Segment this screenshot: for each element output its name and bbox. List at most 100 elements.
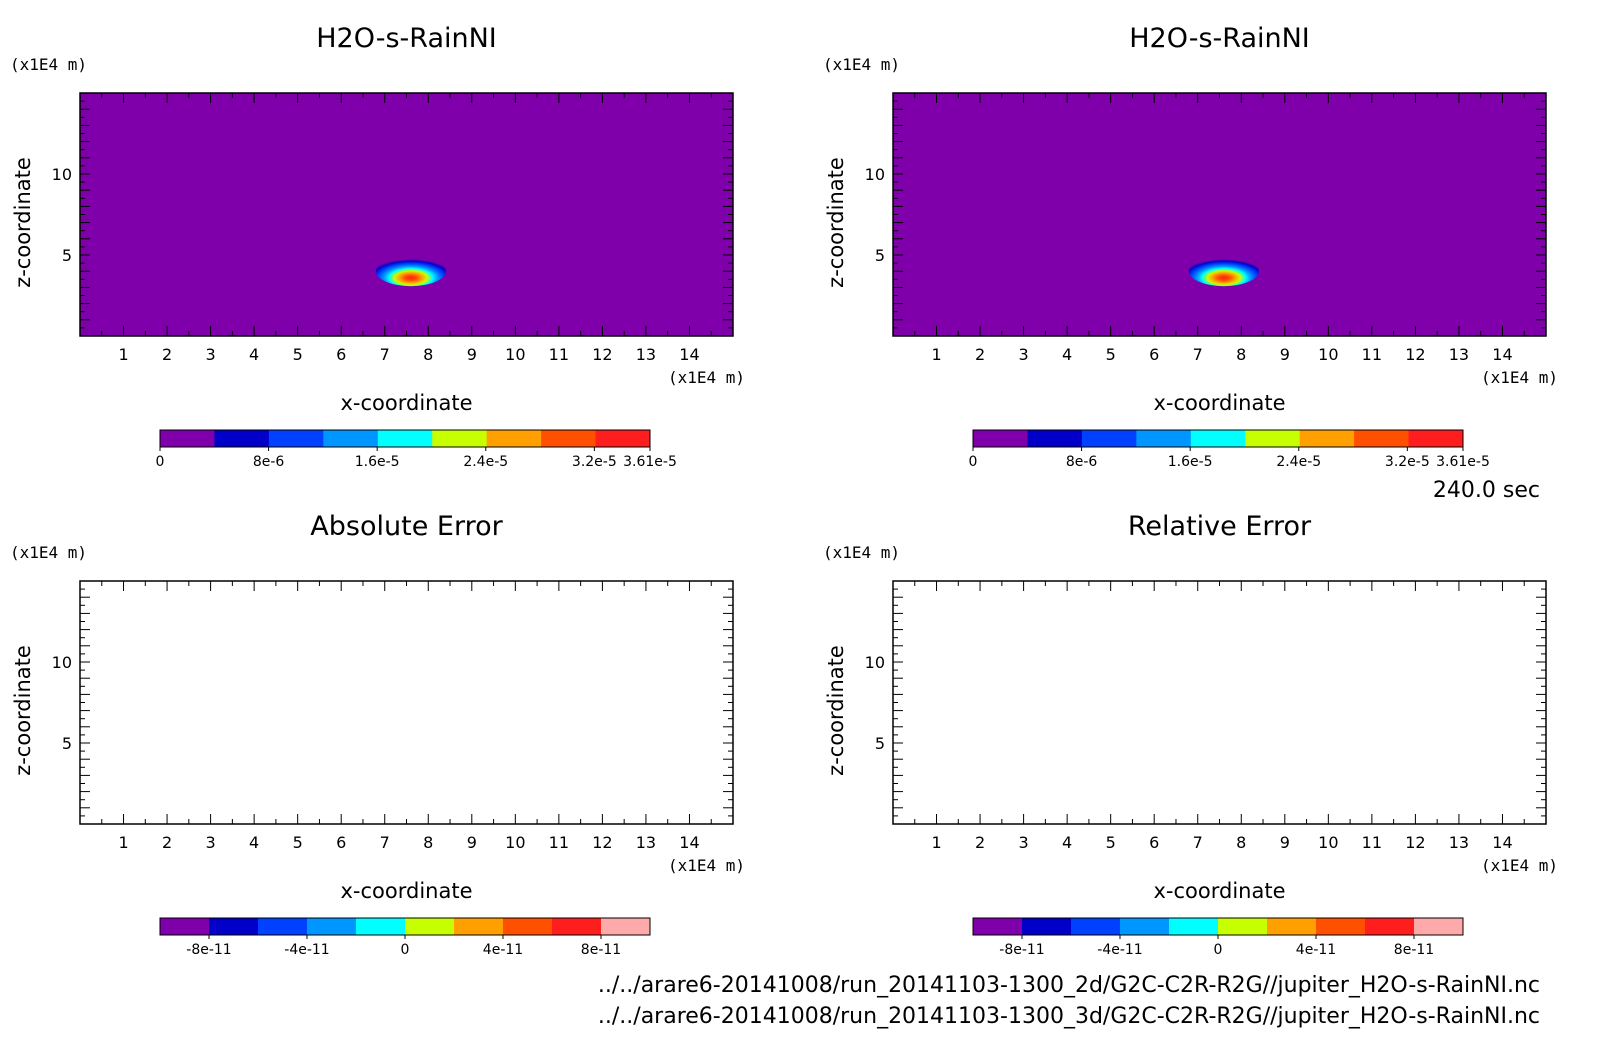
x-tick-label: 1 bbox=[118, 345, 128, 364]
x-tick-label: 8 bbox=[1236, 833, 1246, 852]
colorbar-tick-label: 0 bbox=[1214, 942, 1223, 958]
x-tick-label: 6 bbox=[1149, 345, 1159, 364]
y-tick-label: 10 bbox=[52, 165, 72, 184]
colorbar-segment bbox=[1027, 430, 1083, 447]
colorbar-segment bbox=[209, 918, 259, 935]
colorbar: -8e-11 -4e-11 0 4e-11 8e-11 bbox=[159, 917, 651, 958]
chart-title: Relative Error bbox=[1128, 511, 1312, 542]
x-tick-label: 12 bbox=[1405, 345, 1425, 364]
colorbar-segment bbox=[1414, 918, 1464, 935]
x-tick-label: 5 bbox=[1106, 345, 1116, 364]
colorbar-segment bbox=[601, 918, 651, 935]
x-tick-label: 14 bbox=[679, 833, 699, 852]
colorbar-tick-label: -8e-11 bbox=[186, 942, 231, 958]
x-tick-label: 7 bbox=[1193, 833, 1203, 852]
x-tick-label: 10 bbox=[505, 833, 525, 852]
plot-area bbox=[893, 93, 1546, 336]
chart-panel-3: Absolute Error(x1E4 m)1 2 3 4 5 6 7 8 9 10 11 12 13 1… bbox=[10, 511, 745, 958]
colorbar-tick-label: 8e-6 bbox=[253, 454, 285, 470]
colorbar-tick-label: 4e-11 bbox=[1296, 942, 1336, 958]
data-blob bbox=[375, 256, 446, 287]
colorbar-segment bbox=[1299, 430, 1355, 447]
x-tick-label: 9 bbox=[467, 345, 477, 364]
x-tick-label: 1 bbox=[931, 833, 941, 852]
x-axis-label: x-coordinate bbox=[1153, 879, 1285, 903]
y-axis-unit: (x1E4 m) bbox=[823, 55, 900, 74]
x-axis-unit: (x1E4 m) bbox=[1481, 856, 1558, 875]
x-tick-label: 7 bbox=[380, 833, 390, 852]
colorbar-segment bbox=[268, 430, 324, 447]
colorbar-segment bbox=[1245, 430, 1301, 447]
colorbar-segment bbox=[1169, 918, 1219, 935]
colorbar-segment bbox=[356, 918, 406, 935]
colorbar-segment bbox=[405, 918, 455, 935]
data-blob bbox=[1188, 256, 1259, 287]
x-tick-label: 2 bbox=[975, 833, 985, 852]
colorbar-tick-label: -8e-11 bbox=[999, 942, 1044, 958]
colorbar-tick-label: 3.61e-5 bbox=[623, 454, 677, 470]
colorbar-segment bbox=[595, 430, 651, 447]
x-tick-label: 10 bbox=[505, 345, 525, 364]
colorbar-segment bbox=[1267, 918, 1317, 935]
colorbar-segment bbox=[1120, 918, 1170, 935]
x-tick-label: 12 bbox=[1405, 833, 1425, 852]
x-tick-label: 11 bbox=[549, 345, 569, 364]
x-tick-label: 2 bbox=[162, 833, 172, 852]
colorbar-segment bbox=[1071, 918, 1121, 935]
colorbar-segment bbox=[454, 918, 504, 935]
x-axis-unit: (x1E4 m) bbox=[668, 368, 745, 387]
y-tick-label: 10 bbox=[865, 653, 885, 672]
x-tick-label: 5 bbox=[293, 345, 303, 364]
x-axis-label: x-coordinate bbox=[1153, 391, 1285, 415]
x-tick-label: 13 bbox=[1449, 833, 1469, 852]
x-tick-label: 6 bbox=[336, 345, 346, 364]
colorbar-tick-label: 3.2e-5 bbox=[1385, 454, 1430, 470]
x-tick-label: 1 bbox=[118, 833, 128, 852]
y-tick-label: 5 bbox=[62, 246, 72, 265]
footer-file-path-3d: ../../arare6-20141008/run_20141103-1300_… bbox=[598, 1004, 1540, 1029]
x-tick-label: 12 bbox=[592, 345, 612, 364]
colorbar-segment bbox=[160, 430, 215, 447]
chart-panel-2: H2O-s-RainNI(x1E4 m)1 2 3 4 5 6 7 8 9 10 11 12 13 145… bbox=[823, 23, 1558, 470]
colorbar-segment bbox=[1190, 430, 1246, 447]
colorbar-segment bbox=[541, 430, 597, 447]
y-tick-label: 10 bbox=[52, 653, 72, 672]
x-tick-label: 4 bbox=[249, 833, 259, 852]
x-axis-label: x-coordinate bbox=[340, 879, 472, 903]
x-tick-label: 2 bbox=[162, 345, 172, 364]
colorbar-tick-label: 2.4e-5 bbox=[463, 454, 508, 470]
colorbar-segment bbox=[1316, 918, 1366, 935]
x-tick-label: 13 bbox=[1449, 345, 1469, 364]
colorbar-segment bbox=[214, 430, 270, 447]
x-tick-label: 3 bbox=[206, 833, 216, 852]
colorbar-tick-label: 2.4e-5 bbox=[1276, 454, 1321, 470]
colorbar-segment bbox=[432, 430, 488, 447]
footer-file-path-2d: ../../arare6-20141008/run_20141103-1300_… bbox=[598, 973, 1540, 998]
x-tick-label: 8 bbox=[1236, 345, 1246, 364]
y-axis-unit: (x1E4 m) bbox=[10, 55, 87, 74]
x-tick-label: 3 bbox=[206, 345, 216, 364]
colorbar-segment bbox=[973, 430, 1028, 447]
colorbar-segment bbox=[258, 918, 308, 935]
x-tick-label: 5 bbox=[1106, 833, 1116, 852]
plot-area bbox=[80, 581, 733, 824]
x-tick-label: 11 bbox=[1362, 833, 1382, 852]
x-tick-label: 10 bbox=[1318, 833, 1338, 852]
chart-panel-4: Relative Error(x1E4 m)1 2 3 4 5 6 7 8 9 10 11 12 13 1… bbox=[823, 511, 1558, 958]
colorbar-segment bbox=[323, 430, 379, 447]
x-tick-label: 9 bbox=[467, 833, 477, 852]
colorbar-segment bbox=[1408, 430, 1464, 447]
colorbar-segment bbox=[973, 918, 1023, 935]
colorbar-tick-label: -4e-11 bbox=[1097, 942, 1142, 958]
x-tick-label: 14 bbox=[1492, 345, 1512, 364]
colorbar-segment bbox=[552, 918, 602, 935]
x-tick-label: 8 bbox=[423, 345, 433, 364]
colorbar-segment bbox=[377, 430, 433, 447]
colorbar-segment bbox=[1365, 918, 1415, 935]
colorbar-segment bbox=[503, 918, 553, 935]
x-tick-label: 8 bbox=[423, 833, 433, 852]
chart-title: H2O-s-RainNI bbox=[1129, 23, 1310, 54]
x-tick-label: 14 bbox=[1492, 833, 1512, 852]
colorbar-frame bbox=[159, 429, 651, 448]
x-tick-label: 4 bbox=[1062, 833, 1072, 852]
